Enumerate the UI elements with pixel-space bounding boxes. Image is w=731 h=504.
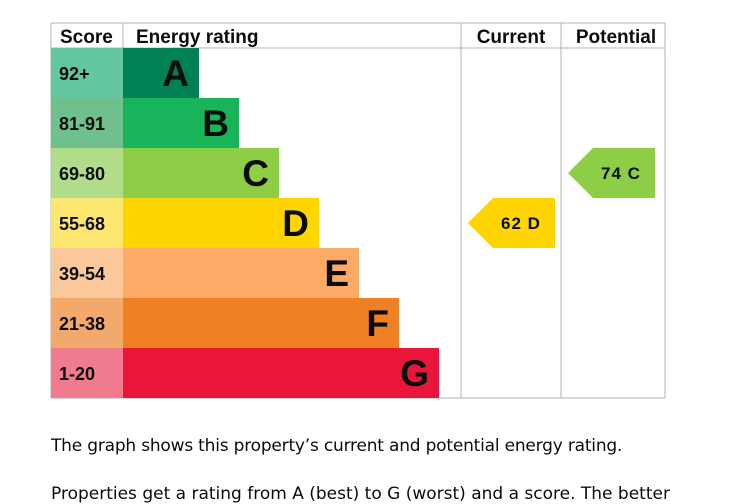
- rating-bands: 92+ A 81-91 B 69-80 C 55-68 D 39-54 E 21-38 F 1-20 G: [51, 48, 439, 398]
- rating-letter-b: B: [202, 103, 229, 144]
- rating-bar-c: [123, 148, 279, 198]
- chart-caption: The graph shows this property’s current …: [51, 436, 623, 456]
- score-cell-f: [51, 298, 123, 348]
- score-cell-e: [51, 248, 123, 298]
- rating-bar-e: [123, 248, 359, 298]
- score-cell-d: [51, 198, 123, 248]
- epc-chart: Score Energy rating Current Potential 92…: [50, 22, 666, 399]
- potential-arrow: [568, 148, 655, 198]
- rating-letter-f: F: [366, 303, 389, 344]
- potential-rating-label: 74 C: [601, 164, 641, 183]
- rating-letter-e: E: [324, 253, 349, 294]
- score-range-e: 39-54: [59, 264, 105, 284]
- chart-header: Score Energy rating Current Potential: [60, 27, 656, 48]
- rating-arrows: 62 D 74 C: [468, 148, 655, 248]
- rating-letter-d: D: [282, 203, 309, 244]
- score-header: Score: [60, 27, 113, 48]
- current-arrow: [468, 198, 555, 248]
- rating-letter-a: A: [162, 53, 189, 94]
- score-range-c: 69-80: [59, 164, 105, 184]
- score-cell-c: [51, 148, 123, 198]
- score-cell-b: [51, 98, 123, 148]
- rating-bar-d: [123, 198, 319, 248]
- potential-header: Potential: [576, 27, 656, 48]
- rating-bar-b: [123, 98, 239, 148]
- score-range-a: 92+: [59, 64, 90, 84]
- rating-bar-a: [123, 48, 199, 98]
- score-range-d: 55-68: [59, 214, 105, 234]
- score-range-f: 21-38: [59, 314, 105, 334]
- current-header: Current: [477, 27, 546, 48]
- current-rating-label: 62 D: [501, 214, 541, 233]
- score-cell-a: [51, 48, 123, 98]
- score-range-b: 81-91: [59, 114, 105, 134]
- rating-letter-g: G: [400, 353, 429, 394]
- energy-rating-header: Energy rating: [136, 27, 258, 48]
- rating-bar-g: [123, 348, 439, 398]
- rating-bar-f: [123, 298, 399, 348]
- chart-caption-next: Properties get a rating from A (best) to…: [51, 484, 670, 504]
- score-cell-g: [51, 348, 123, 398]
- rating-letter-c: C: [242, 153, 269, 194]
- score-range-g: 1-20: [59, 364, 95, 384]
